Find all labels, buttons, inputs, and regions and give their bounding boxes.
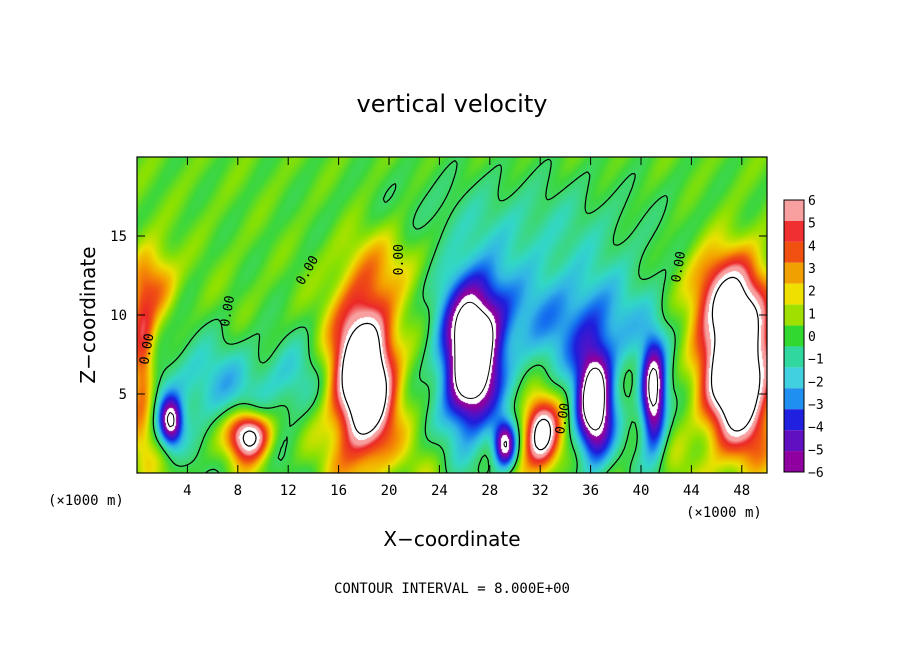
colorbar-label: −5 <box>808 443 824 458</box>
chart-title: vertical velocity <box>357 90 548 118</box>
x-tick-label: 36 <box>582 483 599 499</box>
colorbar-label: −1 <box>808 353 824 368</box>
y-tick-label: 15 <box>110 229 127 245</box>
y-axis-ticks: 5 10 15 <box>110 229 767 403</box>
x-tick-label: 12 <box>280 483 297 499</box>
colorbar-swatch <box>784 430 804 452</box>
x-axis-label: X−coordinate <box>383 527 520 551</box>
plot-area: 0.000.00 0.000.000.000.00 4 8 12 16 20 24 28 32 3… <box>110 156 768 499</box>
contour-label: 0.00 <box>392 244 407 275</box>
colorbar-swatch <box>784 262 804 284</box>
colorbar-label: 2 <box>808 285 816 300</box>
colorbar-label: −6 <box>808 466 824 481</box>
colorbar-label: 5 <box>808 217 816 232</box>
x-tick-label: 40 <box>633 483 650 499</box>
heatmap-field <box>137 157 767 473</box>
x-tick-label: 20 <box>381 483 398 499</box>
colorbar-label: 0 <box>808 330 816 345</box>
colorbar-label: −3 <box>808 398 824 413</box>
x-tick-label: 44 <box>683 483 700 499</box>
colorbar-swatch <box>784 451 804 472</box>
x-unit-label-left: (×1000 m) <box>48 493 124 509</box>
colorbar: 6 5 4 3 2 1 0 −1 −2 −3 −4 −5 −6 <box>783 194 824 481</box>
colorbar-label: −4 <box>808 421 824 436</box>
x-axis-ticks: 4 8 12 16 20 24 28 32 36 40 44 48 <box>183 157 750 499</box>
colorbar-frame <box>783 199 805 473</box>
colorbar-swatch <box>784 367 804 389</box>
x-unit-label-right: (×1000 m) <box>686 505 762 521</box>
contour-label: 0.00 <box>137 332 157 365</box>
contour-interval-note: CONTOUR INTERVAL = 8.000E+00 <box>334 581 570 597</box>
negative-contour-lines <box>166 301 659 448</box>
colorbar-label: 4 <box>808 239 816 254</box>
colorbar-swatch <box>784 220 804 242</box>
colorbar-swatch <box>784 200 804 221</box>
colorbar-label: 3 <box>808 262 816 277</box>
y-axis-label: Z−coordinate <box>76 246 100 383</box>
colorbar-swatch <box>784 388 804 410</box>
colorbar-swatch <box>784 325 804 347</box>
colorbar-label: −2 <box>808 375 824 390</box>
colorbar-swatch <box>784 241 804 263</box>
colorbar-label: 1 <box>808 307 816 322</box>
x-tick-label: 16 <box>330 483 347 499</box>
contour-label: 0.00 <box>669 250 689 283</box>
y-tick-label: 10 <box>110 308 127 324</box>
y-tick-label: 5 <box>119 387 127 403</box>
colorbar-swatch <box>784 283 804 305</box>
x-tick-label: 24 <box>431 483 448 499</box>
x-tick-label: 4 <box>183 483 191 499</box>
colorbar-swatch <box>784 409 804 431</box>
contour-label: 0.00 <box>553 402 573 435</box>
colorbar-label: 6 <box>808 194 816 209</box>
colorbar-swatch <box>784 304 804 326</box>
x-tick-label: 28 <box>481 483 498 499</box>
x-tick-label: 8 <box>234 483 242 499</box>
colorbar-swatch <box>784 346 804 368</box>
x-tick-label: 48 <box>733 483 750 499</box>
x-tick-label: 32 <box>532 483 549 499</box>
contour-label: 0.00 <box>218 295 238 328</box>
